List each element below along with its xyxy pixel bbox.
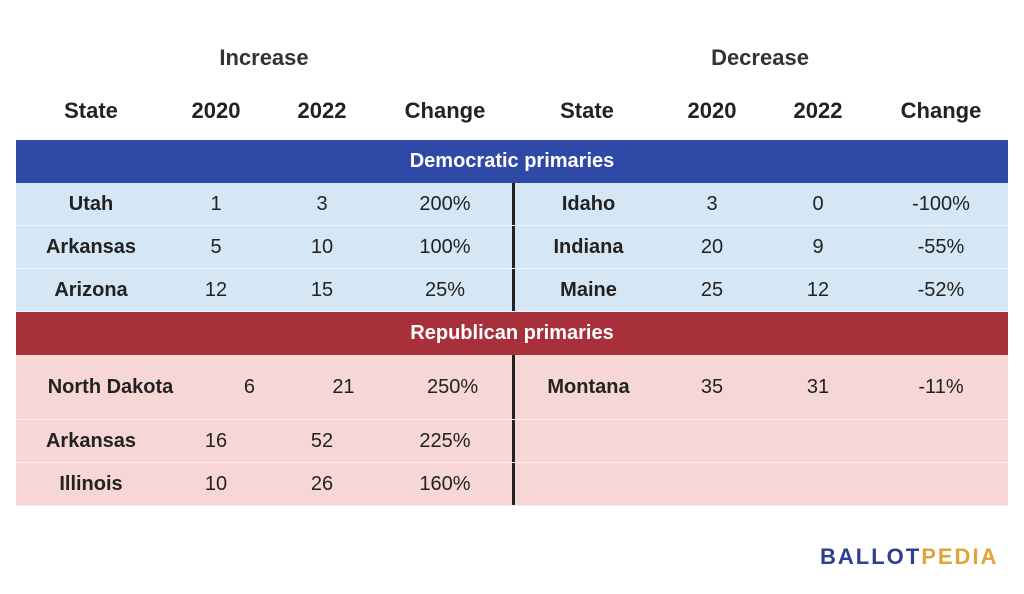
cell-state xyxy=(515,463,662,505)
cell-change: 200% xyxy=(419,192,471,215)
cell-state: Arizona xyxy=(54,279,128,301)
decrease-half: Idaho 3 0 -100% xyxy=(512,183,1008,225)
cell-state: Arkansas xyxy=(45,430,137,452)
cell-change: 250% xyxy=(426,375,479,398)
decrease-half: Indiana 20 9 -55% xyxy=(512,226,1008,268)
cell-2022: 52 xyxy=(310,429,334,452)
cell-change: -100% xyxy=(912,192,970,215)
cell-2022: 15 xyxy=(310,278,334,301)
table-body: Democratic primaries Utah 1 3 200% Idaho 3 0 -10… xyxy=(16,140,1008,506)
increase-half: Arkansas 16 52 225% xyxy=(16,420,512,462)
cell-2020: 6 xyxy=(243,375,255,398)
increase-half: Utah 1 3 200% xyxy=(16,183,512,225)
cell-change: -55% xyxy=(917,235,965,258)
primaries-table: Increase Decrease State 2020 2022 Change… xyxy=(16,34,1008,506)
cell-2020: 10 xyxy=(204,472,228,495)
cell-state: North Dakota xyxy=(47,376,174,398)
increase-half: Illinois 10 26 160% xyxy=(16,463,512,505)
cell-state: Arkansas xyxy=(45,236,137,258)
cell-change: 225% xyxy=(419,429,471,452)
cell-change: 160% xyxy=(419,472,471,495)
decrease-half: Maine 25 12 -52% xyxy=(512,269,1008,311)
cell-change: 100% xyxy=(419,235,471,258)
cell-2020: 35 xyxy=(700,375,724,398)
cell-state: Maine xyxy=(560,279,617,301)
cell-change: -52% xyxy=(917,278,965,301)
logo-part-pedia: PEDIA xyxy=(921,544,999,569)
cell-2020: 12 xyxy=(204,278,228,301)
table-row: Illinois 10 26 160% xyxy=(16,463,1008,506)
col-header-2020: 2020 xyxy=(191,98,241,123)
decrease-half: Montana 35 31 -11% xyxy=(512,355,1008,419)
column-header-row: State 2020 2022 Change State 2020 2022 C… xyxy=(16,82,1008,140)
cell-2020: 3 xyxy=(706,192,718,215)
ballotpedia-logo: BALLOTPEDIA xyxy=(820,544,998,570)
cell-2020 xyxy=(662,463,762,505)
logo-part-ballot: BALLOT xyxy=(820,544,922,569)
cell-2020 xyxy=(662,420,762,462)
cell-2022: 10 xyxy=(310,235,334,258)
cell-state: Indiana xyxy=(553,236,624,258)
cell-change xyxy=(874,463,1008,505)
cell-2020: 20 xyxy=(700,235,724,258)
increase-half: Arizona 12 15 25% xyxy=(16,269,512,311)
table-row: Arizona 12 15 25% Maine 25 12 -52% xyxy=(16,269,1008,312)
table-row: Arkansas 5 10 100% Indiana 20 9 -55% xyxy=(16,226,1008,269)
increase-half: North Dakota 6 21 250% xyxy=(16,355,512,419)
col-header-2022: 2022 xyxy=(793,98,843,123)
col-header-change: Change xyxy=(900,98,982,123)
cell-2020: 16 xyxy=(204,429,228,452)
cell-2022: 0 xyxy=(812,192,824,215)
decrease-half xyxy=(512,420,1008,462)
section-header: Democratic primaries xyxy=(16,140,1008,183)
cell-2022 xyxy=(762,420,874,462)
table-row: North Dakota 6 21 250% Montana 35 31 -11% xyxy=(16,355,1008,420)
cell-2022: 12 xyxy=(806,278,830,301)
col-header-2020: 2020 xyxy=(687,98,737,123)
decrease-half xyxy=(512,463,1008,505)
col-header-change: Change xyxy=(404,98,486,123)
cell-2022: 3 xyxy=(316,192,328,215)
group-title-decrease: Decrease xyxy=(711,45,809,70)
table-row: Utah 1 3 200% Idaho 3 0 -100% xyxy=(16,183,1008,226)
col-header-state: State xyxy=(64,98,118,123)
cell-state xyxy=(515,420,662,462)
group-title-increase: Increase xyxy=(219,45,309,70)
cell-state: Illinois xyxy=(59,473,123,495)
cell-state: Montana xyxy=(547,376,630,398)
cell-change xyxy=(874,420,1008,462)
cell-2022: 21 xyxy=(332,375,355,398)
section-header: Republican primaries xyxy=(16,312,1008,355)
cell-state: Utah xyxy=(68,193,114,215)
cell-2020: 25 xyxy=(700,278,724,301)
cell-2022: 31 xyxy=(806,375,830,398)
col-header-2022: 2022 xyxy=(297,98,347,123)
cell-state: Idaho xyxy=(561,193,616,215)
col-header-state: State xyxy=(560,98,614,123)
cell-2020: 5 xyxy=(210,235,222,258)
cell-2022: 26 xyxy=(310,472,334,495)
cell-change: -11% xyxy=(918,375,964,398)
cell-change: 25% xyxy=(424,278,466,301)
cell-2022: 9 xyxy=(812,235,824,258)
table-row: Arkansas 16 52 225% xyxy=(16,420,1008,463)
cell-2022 xyxy=(762,463,874,505)
increase-half: Arkansas 5 10 100% xyxy=(16,226,512,268)
cell-2020: 1 xyxy=(210,192,222,215)
group-header-row: Increase Decrease xyxy=(16,34,1008,82)
